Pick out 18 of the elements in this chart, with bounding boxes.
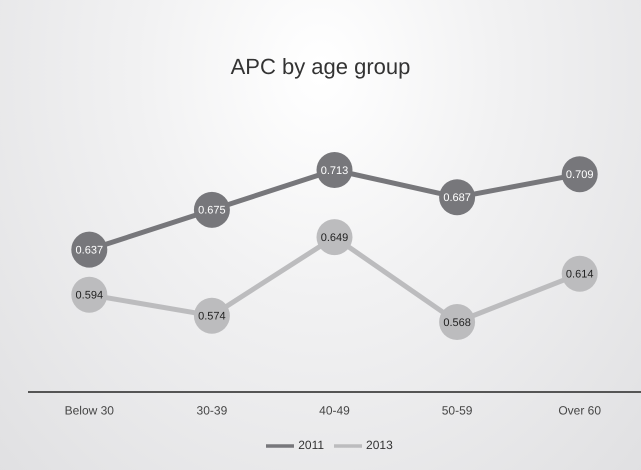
data-label: 0.614 [566, 268, 594, 281]
x-tick-label: 50-59 [442, 404, 473, 418]
data-label: 0.675 [198, 204, 226, 217]
x-tick-label: Over 60 [558, 404, 602, 418]
x-tick-label: 30-39 [196, 404, 228, 418]
legend-label: 2011 [298, 438, 324, 452]
data-label: 0.687 [443, 192, 471, 204]
data-label: 0.568 [443, 316, 471, 329]
data-label: 0.649 [320, 232, 348, 244]
x-tick-label: 40-49 [319, 404, 350, 418]
data-label: 0.709 [566, 169, 594, 182]
data-label: 0.713 [320, 164, 348, 177]
data-label: 0.574 [198, 310, 226, 323]
x-tick-label: Below 30 [64, 404, 114, 418]
data-label: 0.594 [76, 290, 104, 302]
data-label: 0.637 [76, 244, 104, 257]
chart-title: APC by age group [230, 54, 412, 80]
legend-label: 2013 [366, 438, 393, 452]
